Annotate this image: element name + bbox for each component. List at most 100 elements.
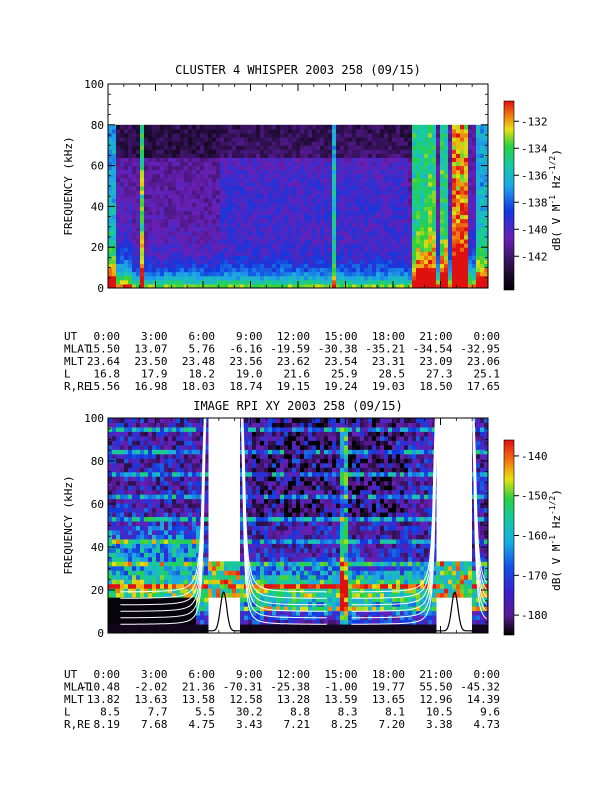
- spectrogram-1-cell: [404, 218, 409, 224]
- spectrogram-1-cell: [212, 145, 217, 150]
- spectrogram-1-cell: [232, 161, 237, 167]
- spectrogram-2-cell: [140, 624, 145, 630]
- spectrogram-1-cell: [212, 157, 217, 163]
- spectrogram-2-cell: [108, 435, 113, 441]
- spectrogram-1-cell: [420, 247, 425, 252]
- spectrogram-1-cell: [256, 153, 261, 158]
- spectrogram-1-cell: [376, 259, 381, 265]
- spectrogram-1-cell: [368, 157, 373, 163]
- x-axis-1: [107, 84, 489, 288]
- spectrogram-2-cell: [184, 467, 189, 473]
- spectrogram-1-cell: [148, 173, 153, 179]
- spectrogram-2-cell: [116, 431, 121, 437]
- spectrogram-2-cell: [172, 422, 177, 428]
- spectrogram-1-cell: [472, 279, 477, 285]
- spectrogram-2-cell: [140, 480, 145, 486]
- spectrogram-2-cell: [180, 615, 185, 621]
- spectrogram-1-cell: [140, 194, 145, 199]
- spectrogram-1-cell: [444, 169, 449, 175]
- spectrogram-1-cell: [228, 206, 233, 211]
- spectrogram-1-cell: [136, 128, 141, 134]
- spectrogram-1-cell: [332, 230, 337, 236]
- spectrogram-2-cell: [168, 538, 173, 544]
- spectrogram-1-cell: [152, 247, 157, 252]
- spectrogram-1-cell: [384, 263, 389, 269]
- spectrogram-1-cell: [228, 243, 233, 248]
- spectrogram-2-cell: [148, 624, 153, 630]
- spectrogram-1-cell: [464, 202, 469, 207]
- spectrogram-1-cell: [460, 230, 465, 236]
- spectrogram-1-cell: [148, 145, 153, 150]
- spectrogram-1-cell: [108, 124, 113, 130]
- spectrogram-1-cell: [200, 141, 205, 146]
- spectrogram-1-cell: [276, 283, 281, 288]
- spectrogram-1-cell: [412, 194, 417, 199]
- spectrogram-1-cell: [168, 259, 173, 265]
- spectrogram-1-cell: [336, 267, 341, 273]
- spectrogram-1-cell: [464, 234, 469, 240]
- spectrogram-2-cell: [124, 462, 129, 468]
- spectrogram-1-cell: [348, 230, 353, 236]
- spectrogram-1-cell: [108, 243, 113, 248]
- spectrogram-2-cell: [148, 458, 153, 464]
- spectrogram-2-cell: [176, 440, 181, 446]
- spectrogram-1-cell: [336, 271, 341, 277]
- spectrogram-1-cell: [172, 202, 177, 207]
- spectrogram-1-cell: [260, 283, 265, 288]
- spectrogram-1-cell: [148, 251, 153, 256]
- spectrogram-1-cell: [456, 214, 461, 220]
- spectrogram-1-cell: [368, 198, 373, 203]
- spectrogram-1-cell: [376, 141, 381, 146]
- spectrogram-1-cell: [240, 161, 245, 167]
- spectrogram-1-cell: [364, 247, 369, 252]
- spectrogram-1-cell: [256, 132, 261, 138]
- spectrogram-1-cell: [364, 230, 369, 236]
- spectrogram-1-cell: [176, 222, 181, 228]
- spectrogram-1-cell: [172, 186, 177, 191]
- spectrogram-2-cell: [188, 552, 193, 558]
- spectrogram-1-cell: [160, 124, 165, 130]
- spectrogram-2-cell: [136, 592, 141, 598]
- spectrogram-1-cell: [312, 283, 317, 288]
- spectrogram-2-cell: [152, 462, 157, 468]
- spectrogram-1-cell: [156, 137, 161, 142]
- spectrogram-1-cell: [148, 234, 153, 240]
- spectrogram-1-cell: [200, 251, 205, 256]
- spectrogram-1-cell: [476, 267, 481, 273]
- spectrogram-1-cell: [180, 251, 185, 256]
- spectrogram-2-cell: [188, 606, 193, 612]
- spectrogram-1-cell: [448, 226, 453, 232]
- spectrogram-2-cell: [124, 561, 129, 567]
- spectrogram-1-cell: [300, 222, 305, 228]
- spectrogram-1-cell: [376, 194, 381, 199]
- spectrogram-1-cell: [240, 128, 245, 134]
- spectrogram-1-cell: [192, 137, 197, 142]
- spectrogram-2-cell: [168, 422, 173, 428]
- spectrogram-2-cell: [176, 426, 181, 432]
- spectrogram-1-cell: [288, 267, 293, 273]
- spectrogram-1-cell: [344, 239, 349, 244]
- spectrogram-1-cell: [308, 206, 313, 211]
- spectrogram-1-cell: [268, 279, 273, 285]
- spectrogram-1-cell: [176, 230, 181, 236]
- spectrogram-1-cell: [424, 181, 429, 187]
- spectrogram-2-cell: [132, 471, 137, 477]
- spectrogram-1-cell: [304, 177, 309, 183]
- spectrogram-2-cell: [132, 485, 137, 491]
- spectrogram-2-cell: [164, 494, 169, 500]
- spectrogram-2-cell: [116, 538, 121, 544]
- spectrogram-1-cell: [364, 153, 369, 158]
- spectrogram-1-cell: [416, 186, 421, 191]
- spectrogram-1-cell: [360, 177, 365, 183]
- spectrogram-2-cell: [116, 458, 121, 464]
- spectrogram-1-cell: [272, 181, 277, 187]
- spectrogram-1-cell: [452, 255, 457, 260]
- spectrogram-1-cell: [276, 161, 281, 167]
- spectrogram-1-cell: [428, 230, 433, 236]
- spectrogram-1-cell: [252, 234, 257, 240]
- spectrogram-1-cell: [220, 161, 225, 167]
- spectrogram-1-cell: [172, 214, 177, 220]
- spectrogram-2-cell: [108, 431, 113, 437]
- spectrogram-1-cell: [376, 190, 381, 195]
- spectrogram-1-cell: [160, 247, 165, 252]
